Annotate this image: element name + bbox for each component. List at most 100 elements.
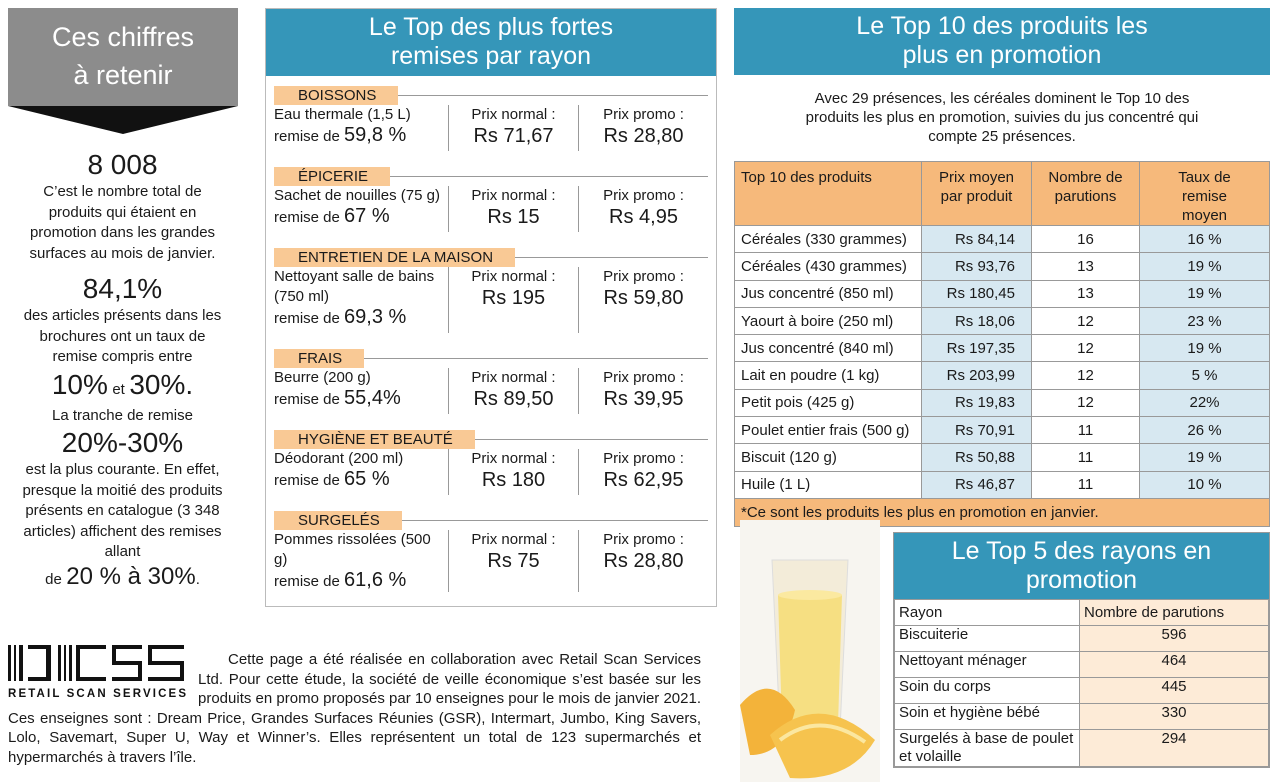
count: 13 <box>1031 252 1140 281</box>
col-header: Prix moyen par produit <box>921 161 1032 226</box>
orange-juice-image <box>740 520 880 782</box>
key-figures-column: Ces chiffres à retenir 8 008 C’est le no… <box>0 8 245 591</box>
promo-price: Prix promo : Rs 39,95 <box>578 368 708 414</box>
product: Céréales (330 grammes) <box>734 224 922 254</box>
normal-value: Rs 75 <box>487 550 540 572</box>
avg-price: Rs 203,99 <box>921 361 1032 390</box>
promo-label: Prix promo : <box>603 268 684 285</box>
normal-label: Prix normal : <box>471 450 556 467</box>
col-header: Taux de remise moyen <box>1139 161 1270 226</box>
normal-value: Rs 15 <box>487 206 540 228</box>
normal-value: Rs 195 <box>481 287 546 309</box>
remise-label: remise de <box>274 391 340 408</box>
count: 11 <box>1031 443 1140 472</box>
rayon: Soin et hygiène bébé <box>894 703 1080 730</box>
rate: 22% <box>1139 388 1270 418</box>
promo-value: Rs 28,80 <box>603 550 684 572</box>
table-row: Jus concentré (850 ml) Rs 180,45 13 19 % <box>734 279 1270 308</box>
rayon: Surgelés à base de poulet et volaille <box>894 729 1080 767</box>
table-row: Poulet entier frais (500 g) Rs 70,91 11 26 … <box>734 416 1270 445</box>
table-row: Soin du corps 445 <box>894 677 1269 704</box>
divider <box>274 439 708 440</box>
product: Céréales (430 grammes) <box>734 252 922 281</box>
promo-value: Rs 62,95 <box>603 469 684 491</box>
normal-price: Prix normal : Rs 89,50 <box>448 368 578 414</box>
tranche-desc: est la plus courante. En effet, presque … <box>22 461 223 560</box>
remise-label: remise de <box>274 573 340 590</box>
top5-panel: Le Top 5 des rayons en promotion Rayon No… <box>893 532 1270 768</box>
table-row: Céréales (430 grammes) Rs 93,76 13 19 % <box>734 252 1270 281</box>
rate: 19 % <box>1139 443 1270 472</box>
product-name: Eau thermale (1,5 L) <box>274 106 411 123</box>
avg-price: Rs 70,91 <box>921 416 1032 445</box>
normal-label: Prix normal : <box>471 187 556 204</box>
promo-label: Prix promo : <box>603 369 684 386</box>
logo-spacer <box>8 650 198 702</box>
col-header: Nombre de parutions <box>1031 161 1140 226</box>
count: 16 <box>1031 224 1140 254</box>
top10-intro: Avec 29 présences, les céréales dominent… <box>805 90 1199 145</box>
credit-body: Cette page a été réalisée en collaborati… <box>8 651 701 766</box>
retail-scan-logo: RETAIL SCAN SERVICES <box>8 645 186 700</box>
rayon-section: SURGELÉS Pommes rissolées (500 g) remise … <box>266 501 716 592</box>
rate: 19 % <box>1139 279 1270 308</box>
count: 12 <box>1031 306 1140 336</box>
product-name: Déodorant (200 ml) <box>274 450 404 467</box>
key-figures-title: Ces chiffres à retenir <box>8 8 238 106</box>
rate: 16 % <box>1139 224 1270 254</box>
remise-label: remise de <box>274 128 340 145</box>
remise-label: remise de <box>274 310 340 327</box>
de: de <box>45 570 62 588</box>
normal-price: Prix normal : Rs 195 <box>448 267 578 333</box>
table-row: Biscuiterie 596 <box>894 625 1269 652</box>
normal-label: Prix normal : <box>471 531 556 548</box>
rayon-section: FRAIS Beurre (200 g) remise de 55,4% Prix… <box>266 339 716 414</box>
product: Déodorant (200 ml) remise de 65 % <box>274 449 448 495</box>
table-row: Surgelés à base de poulet et volaille 294 <box>894 729 1269 767</box>
promo-label: Prix promo : <box>603 450 684 467</box>
rayon-label: FRAIS <box>274 349 365 368</box>
rate: 5 % <box>1139 361 1270 390</box>
avg-price: Rs 180,45 <box>921 279 1032 308</box>
rate: 19 % <box>1139 334 1270 363</box>
rate: 23 % <box>1139 306 1270 336</box>
stat-range: 10% et 30%. <box>0 368 245 406</box>
product: Lait en poudre (1 kg) <box>734 361 922 390</box>
normal-value: Rs 89,50 <box>473 388 554 410</box>
avg-price: Rs 18,06 <box>921 306 1032 336</box>
footnote: *Ce sont les produits les plus en promot… <box>734 497 1270 527</box>
title-text: Le Top des plus fortes remises par rayon <box>368 13 614 70</box>
table-row: Céréales (330 grammes) Rs 84,14 16 16 % <box>734 224 1270 254</box>
normal-price: Prix normal : Rs 180 <box>448 449 578 495</box>
normal-label: Prix normal : <box>471 268 556 285</box>
top5-table: Rayon Nombre de parutions Biscuiterie 596 N… <box>894 599 1269 767</box>
rayon: Nettoyant ménager <box>894 651 1080 678</box>
avg-price: Rs 197,35 <box>921 334 1032 363</box>
avg-price: Rs 19,83 <box>921 388 1032 418</box>
table-row: Yaourt à boire (250 ml) Rs 18,06 12 23 % <box>734 306 1270 336</box>
avg-price: Rs 50,88 <box>921 443 1032 472</box>
promo-price: Prix promo : Rs 4,95 <box>578 186 708 232</box>
product: Jus concentré (850 ml) <box>734 279 922 308</box>
table-row: Huile (1 L) Rs 46,87 11 10 % <box>734 470 1270 499</box>
table-row: Lait en poudre (1 kg) Rs 203,99 12 5 % <box>734 361 1270 390</box>
rate: 26 % <box>1139 416 1270 445</box>
remise-value: 69,3 % <box>344 306 407 328</box>
normal-value: Rs 71,67 <box>473 125 554 147</box>
rayon: Soin du corps <box>894 677 1080 704</box>
rayon-label: ENTRETIEN DE LA MAISON <box>274 248 516 267</box>
credit-text: Cette page a été réalisée en collaborati… <box>8 650 701 767</box>
normal-price: Prix normal : Rs 75 <box>448 530 578 592</box>
period: . <box>195 570 200 588</box>
product-name: Sachet de nouilles (75 g) <box>274 187 440 204</box>
rayon-label: BOISSONS <box>274 86 399 105</box>
normal-label: Prix normal : <box>471 369 556 386</box>
product-name: Pommes rissolées (500 g) <box>274 531 431 568</box>
stat-percent: 84,1% <box>82 273 163 304</box>
table-row: Petit pois (425 g) Rs 19,83 12 22% <box>734 388 1270 418</box>
product: Yaourt à boire (250 ml) <box>734 306 922 336</box>
normal-label: Prix normal : <box>471 106 556 123</box>
divider <box>274 95 708 96</box>
stat-total-text: C’est le nombre total de produits qui ét… <box>29 183 216 262</box>
product: Petit pois (425 g) <box>734 388 922 418</box>
